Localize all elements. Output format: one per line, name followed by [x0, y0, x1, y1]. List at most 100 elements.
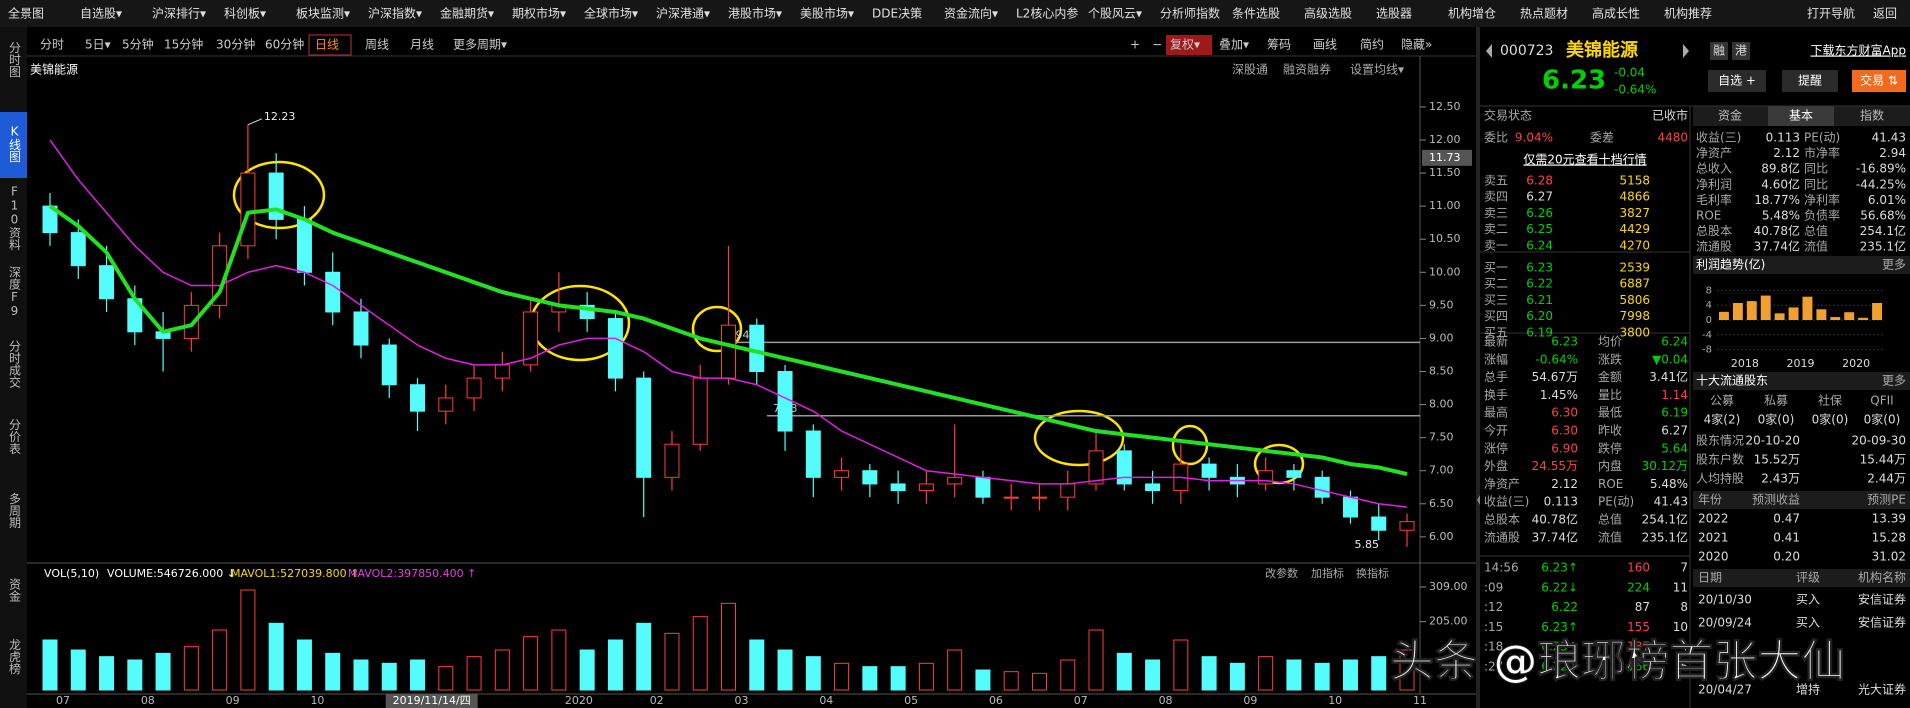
- tool-button[interactable]: −: [1152, 38, 1162, 52]
- sidebar-tab[interactable]: 深度F9: [8, 266, 22, 318]
- menu-item[interactable]: 高成长性: [1592, 6, 1640, 21]
- period-button[interactable]: 周线: [365, 38, 389, 52]
- menu-item[interactable]: 个股风云▾: [1088, 7, 1142, 21]
- tick-time: :12: [1484, 600, 1503, 614]
- annotation-circle: [232, 160, 326, 230]
- menu-item[interactable]: 港股市场▾: [728, 6, 782, 21]
- stat-label: 流值: [1598, 529, 1622, 544]
- next-arrow[interactable]: [1683, 44, 1689, 58]
- candle-body: [1031, 496, 1047, 499]
- tool-button[interactable]: 隐藏»: [1401, 38, 1432, 52]
- chart-link[interactable]: 深股通: [1232, 63, 1268, 77]
- more-link[interactable]: 更多: [1882, 374, 1906, 388]
- period-button[interactable]: 月线: [410, 38, 434, 52]
- y-tick-label: 8.00: [1429, 398, 1454, 411]
- holder-label: 股东户数: [1696, 452, 1744, 467]
- tab[interactable]: 基本: [1789, 109, 1813, 123]
- tool-button[interactable]: 筹码: [1267, 38, 1291, 52]
- candle-body: [664, 443, 680, 478]
- menu-item[interactable]: 资金流向▾: [944, 6, 998, 21]
- sidebar-tab[interactable]: 龙虎榜: [8, 638, 22, 675]
- menu-item[interactable]: 返回: [1873, 7, 1897, 21]
- indicator-link[interactable]: 改参数: [1265, 566, 1298, 580]
- menu-item[interactable]: 条件选股: [1232, 7, 1280, 21]
- book-label: 买三: [1484, 293, 1508, 307]
- period-button[interactable]: 更多周期▾: [453, 38, 507, 52]
- volume-bar: [1088, 629, 1104, 691]
- menu-item[interactable]: 分析师指数: [1160, 6, 1220, 21]
- tool-button[interactable]: 简约: [1360, 37, 1384, 52]
- menu-item[interactable]: 打开导航: [1807, 6, 1855, 21]
- menu-item[interactable]: 全球市场▾: [584, 6, 638, 21]
- period-button[interactable]: 15分钟: [164, 37, 203, 52]
- sidebar-tab[interactable]: 分时图: [8, 41, 22, 77]
- menu-item[interactable]: 自选股▾: [80, 7, 122, 21]
- annotation-circles: [232, 160, 1305, 485]
- sidebar-tab[interactable]: K线图: [8, 125, 22, 163]
- tool-button[interactable]: 叠加▾: [1219, 38, 1249, 52]
- menu-item[interactable]: 沪深港通▾: [656, 7, 710, 21]
- menu-item[interactable]: 金融期货▾: [440, 6, 494, 21]
- candle-body: [438, 397, 454, 412]
- volume-bar: [296, 639, 312, 691]
- menu-item[interactable]: 沪深排行▾: [152, 7, 206, 21]
- period-button[interactable]: 30分钟: [216, 37, 255, 52]
- menu-item[interactable]: 机构增仓: [1448, 6, 1496, 21]
- holder-label: 股东情况: [1696, 434, 1744, 448]
- volume-bar: [1031, 672, 1047, 691]
- fund-label: 收益(三): [1696, 131, 1741, 145]
- action-button[interactable]: 提醒: [1798, 73, 1822, 88]
- book-volume: 6887: [1619, 277, 1650, 291]
- period-button[interactable]: 日线: [315, 38, 339, 52]
- menu-item[interactable]: 美股市场▾: [800, 6, 854, 21]
- tool-button[interactable]: +: [1130, 38, 1140, 52]
- stat-label: 最高: [1484, 405, 1508, 420]
- menu-item[interactable]: 机构推荐: [1664, 6, 1712, 21]
- menu-item[interactable]: 全景图: [8, 6, 44, 21]
- indicator-link[interactable]: 加指标: [1311, 566, 1344, 580]
- volume-bar: [1314, 662, 1330, 691]
- x-tick-label: 10: [310, 694, 324, 707]
- menu-item[interactable]: 沪深指数▾: [368, 6, 422, 21]
- app-link[interactable]: 下载东方财富App: [1811, 43, 1906, 58]
- action-button[interactable]: 自选 +: [1718, 74, 1756, 88]
- sidebar-tab[interactable]: F10资料: [8, 185, 22, 251]
- order-ratio: 9.04%: [1515, 131, 1553, 145]
- section-header: [1693, 372, 1910, 390]
- sidebar-tab[interactable]: 多周期: [8, 492, 22, 528]
- menu-item[interactable]: 科创板▾: [224, 7, 266, 21]
- menu-item[interactable]: L2核心内参: [1016, 6, 1078, 21]
- menu-item[interactable]: DDE决策: [872, 7, 922, 21]
- sidebar-tab[interactable]: 分时成交: [8, 340, 22, 389]
- tool-button[interactable]: 画线: [1313, 38, 1337, 52]
- menu-item[interactable]: 选股器: [1376, 7, 1412, 21]
- tool-button[interactable]: 复权▾: [1170, 38, 1200, 52]
- period-button[interactable]: 60分钟: [265, 37, 304, 52]
- fund-value: 56.68%: [1860, 209, 1906, 223]
- sidebar-tab[interactable]: 分价表: [8, 418, 22, 454]
- fund-label: 总股本: [1696, 224, 1732, 238]
- prev-arrow[interactable]: [1486, 44, 1492, 58]
- menu-item[interactable]: 板块监测▾: [296, 7, 350, 21]
- chart-link[interactable]: 融资融券: [1283, 62, 1331, 77]
- menu-item[interactable]: 高级选股: [1304, 6, 1352, 21]
- period-button[interactable]: 5日▾: [85, 38, 111, 52]
- candle-body: [1116, 450, 1132, 485]
- indicator-link[interactable]: 换指标: [1356, 566, 1389, 580]
- sidebar-tab[interactable]: 资金: [8, 578, 22, 602]
- period-button[interactable]: 5分钟: [122, 37, 154, 52]
- level2-link[interactable]: 仅需20元查看十档行情: [1523, 153, 1646, 167]
- period-button[interactable]: 分时: [40, 38, 64, 52]
- more-link[interactable]: 更多: [1882, 258, 1906, 272]
- x-tick-label: 09: [226, 694, 240, 707]
- menu-item[interactable]: 期权市场▾: [512, 6, 566, 21]
- volume-bar: [636, 622, 652, 691]
- stock-name: 美锦能源: [30, 63, 78, 77]
- forecast-cell: 15.28: [1872, 531, 1906, 545]
- candle-body: [325, 271, 341, 313]
- action-button[interactable]: 交易 ⇅: [1860, 73, 1898, 88]
- menu-item[interactable]: 热点题材: [1520, 7, 1568, 21]
- chart-link[interactable]: 设置均线▾: [1350, 63, 1404, 77]
- tab[interactable]: 资金: [1718, 108, 1742, 123]
- tab[interactable]: 指数: [1860, 108, 1884, 123]
